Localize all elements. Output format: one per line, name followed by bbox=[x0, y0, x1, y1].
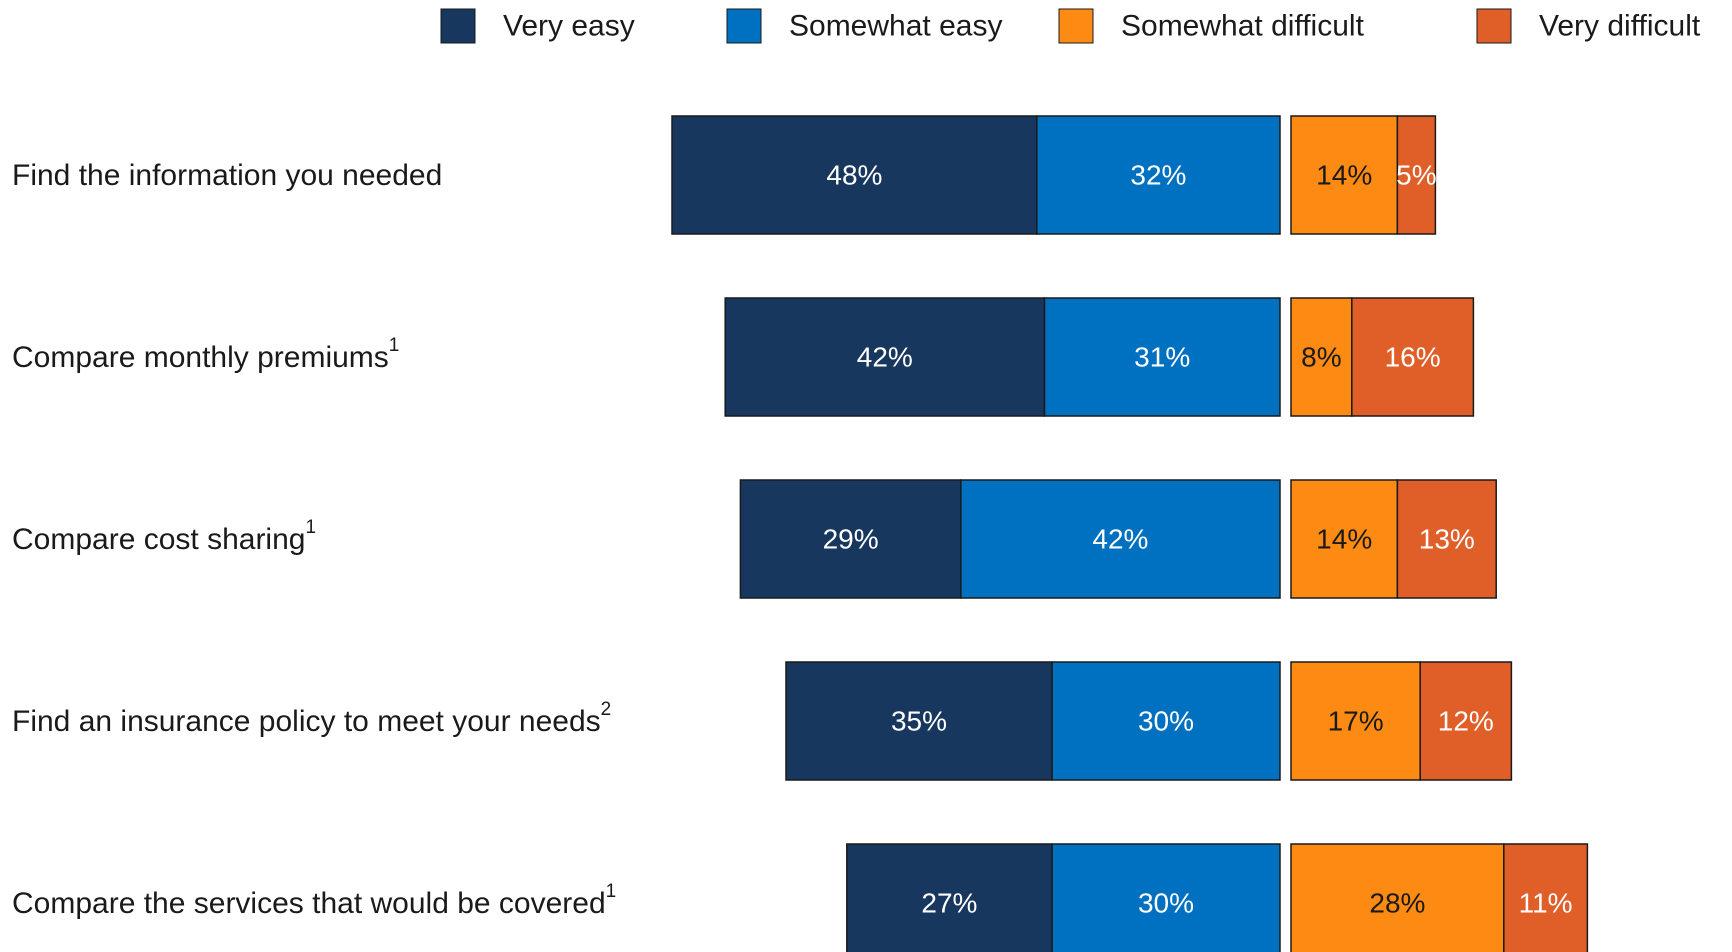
bar-segment-very-easy bbox=[671, 115, 1038, 235]
legend-swatch-very-easy bbox=[440, 8, 476, 44]
data-label-somewhat-easy: 42% bbox=[1092, 524, 1148, 555]
bar-segment-very-difficult bbox=[1396, 115, 1437, 235]
category-footnote: 2 bbox=[601, 699, 612, 720]
bar-row-compare-monthly-premiums: 31% 42% 8% 16% bbox=[724, 297, 1475, 417]
bar-segment-somewhat-easy bbox=[1036, 115, 1281, 235]
bar-segment-somewhat-easy bbox=[1043, 297, 1281, 417]
legend-swatch-very-difficult bbox=[1476, 8, 1512, 44]
legend-swatch-somewhat-difficult bbox=[1058, 8, 1094, 44]
bar-segment-somewhat-difficult bbox=[1290, 115, 1399, 235]
legend-label-very-easy: Very easy bbox=[503, 10, 635, 43]
data-label-somewhat-difficult: 14% bbox=[1316, 160, 1372, 191]
legend-label-somewhat-easy: Somewhat easy bbox=[789, 10, 1002, 43]
data-label-very-easy: 29% bbox=[823, 524, 879, 555]
category-label: Compare cost sharing1 bbox=[12, 517, 316, 556]
bar-segment-very-easy bbox=[785, 661, 1053, 781]
bar-segment-very-difficult bbox=[1351, 297, 1475, 417]
legend-label-somewhat-difficult: Somewhat difficult bbox=[1121, 10, 1365, 43]
data-label-very-difficult: 13% bbox=[1419, 524, 1475, 555]
bar-segment-very-easy bbox=[724, 297, 1046, 417]
bar-segment-very-easy bbox=[739, 479, 962, 599]
category-footnote: 1 bbox=[389, 335, 400, 356]
category-label: Compare the services that would be cover… bbox=[12, 881, 616, 920]
category-label-text: Find an insurance policy to meet your ne… bbox=[12, 705, 601, 738]
legend-item-somewhat-difficult: Somewhat difficult bbox=[1058, 8, 1365, 44]
bar-segment-somewhat-difficult bbox=[1290, 297, 1353, 417]
category-footnote: 1 bbox=[305, 517, 316, 538]
data-label-very-easy: 27% bbox=[921, 888, 977, 919]
bars: 32% 48% 14% 5% 31% 42% 8% 16% 42% 29% 14% 13% 30% 35%… bbox=[671, 115, 1589, 952]
data-label-somewhat-easy: 30% bbox=[1138, 706, 1194, 737]
data-label-somewhat-easy: 31% bbox=[1134, 342, 1190, 373]
bar-segment-somewhat-difficult bbox=[1290, 843, 1505, 952]
legend-item-very-difficult: Very difficult bbox=[1476, 8, 1701, 44]
category-label: Compare monthly premiums1 bbox=[12, 335, 399, 374]
data-label-somewhat-difficult: 28% bbox=[1369, 888, 1425, 919]
data-label-very-difficult: 16% bbox=[1385, 342, 1441, 373]
category-labels: Find the information you needed Compare m… bbox=[12, 159, 616, 920]
bar-segment-very-difficult bbox=[1503, 843, 1589, 952]
legend-item-somewhat-easy: Somewhat easy bbox=[726, 8, 1002, 44]
data-label-somewhat-difficult: 17% bbox=[1328, 706, 1384, 737]
bar-row-compare-the-services-that-would-be-covered: 30% 27% 28% 11% bbox=[846, 843, 1589, 952]
data-label-very-easy: 48% bbox=[826, 160, 882, 191]
data-label-somewhat-easy: 30% bbox=[1138, 888, 1194, 919]
category-label-text: Find the information you needed bbox=[12, 159, 442, 192]
data-label-somewhat-easy: 32% bbox=[1130, 160, 1186, 191]
data-label-very-difficult: 12% bbox=[1438, 706, 1494, 737]
data-label-somewhat-difficult: 8% bbox=[1301, 342, 1341, 373]
legend: Very easy Somewhat easy Somewhat difficult… bbox=[440, 8, 1701, 44]
category-label-text: Compare the services that would be cover… bbox=[12, 887, 606, 920]
category-label-text: Compare monthly premiums bbox=[12, 341, 389, 374]
data-label-very-easy: 42% bbox=[857, 342, 913, 373]
category-label: Find an insurance policy to meet your ne… bbox=[12, 699, 611, 738]
bar-row-compare-cost-sharing: 42% 29% 14% 13% bbox=[739, 479, 1497, 599]
bar-row-find-an-insurance-policy-to-meet-your-needs: 30% 35% 17% 12% bbox=[785, 661, 1513, 781]
legend-swatch-somewhat-easy bbox=[726, 8, 762, 44]
data-label-very-difficult: 5% bbox=[1396, 160, 1436, 191]
legend-label-very-difficult: Very difficult bbox=[1539, 10, 1701, 43]
data-label-very-difficult: 11% bbox=[1519, 888, 1573, 919]
bar-row-find-the-information-you-needed: 32% 48% 14% 5% bbox=[671, 115, 1437, 235]
bar-segment-very-easy bbox=[846, 843, 1053, 952]
category-footnote: 1 bbox=[606, 881, 617, 902]
data-label-very-easy: 35% bbox=[891, 706, 947, 737]
bar-segment-somewhat-easy bbox=[1051, 661, 1281, 781]
bar-segment-very-difficult bbox=[1419, 661, 1513, 781]
category-label-text: Compare cost sharing bbox=[12, 523, 305, 556]
category-label: Find the information you needed bbox=[12, 159, 442, 192]
data-label-somewhat-difficult: 14% bbox=[1316, 524, 1372, 555]
legend-item-very-easy: Very easy bbox=[440, 8, 635, 44]
bar-segment-very-difficult bbox=[1396, 479, 1497, 599]
